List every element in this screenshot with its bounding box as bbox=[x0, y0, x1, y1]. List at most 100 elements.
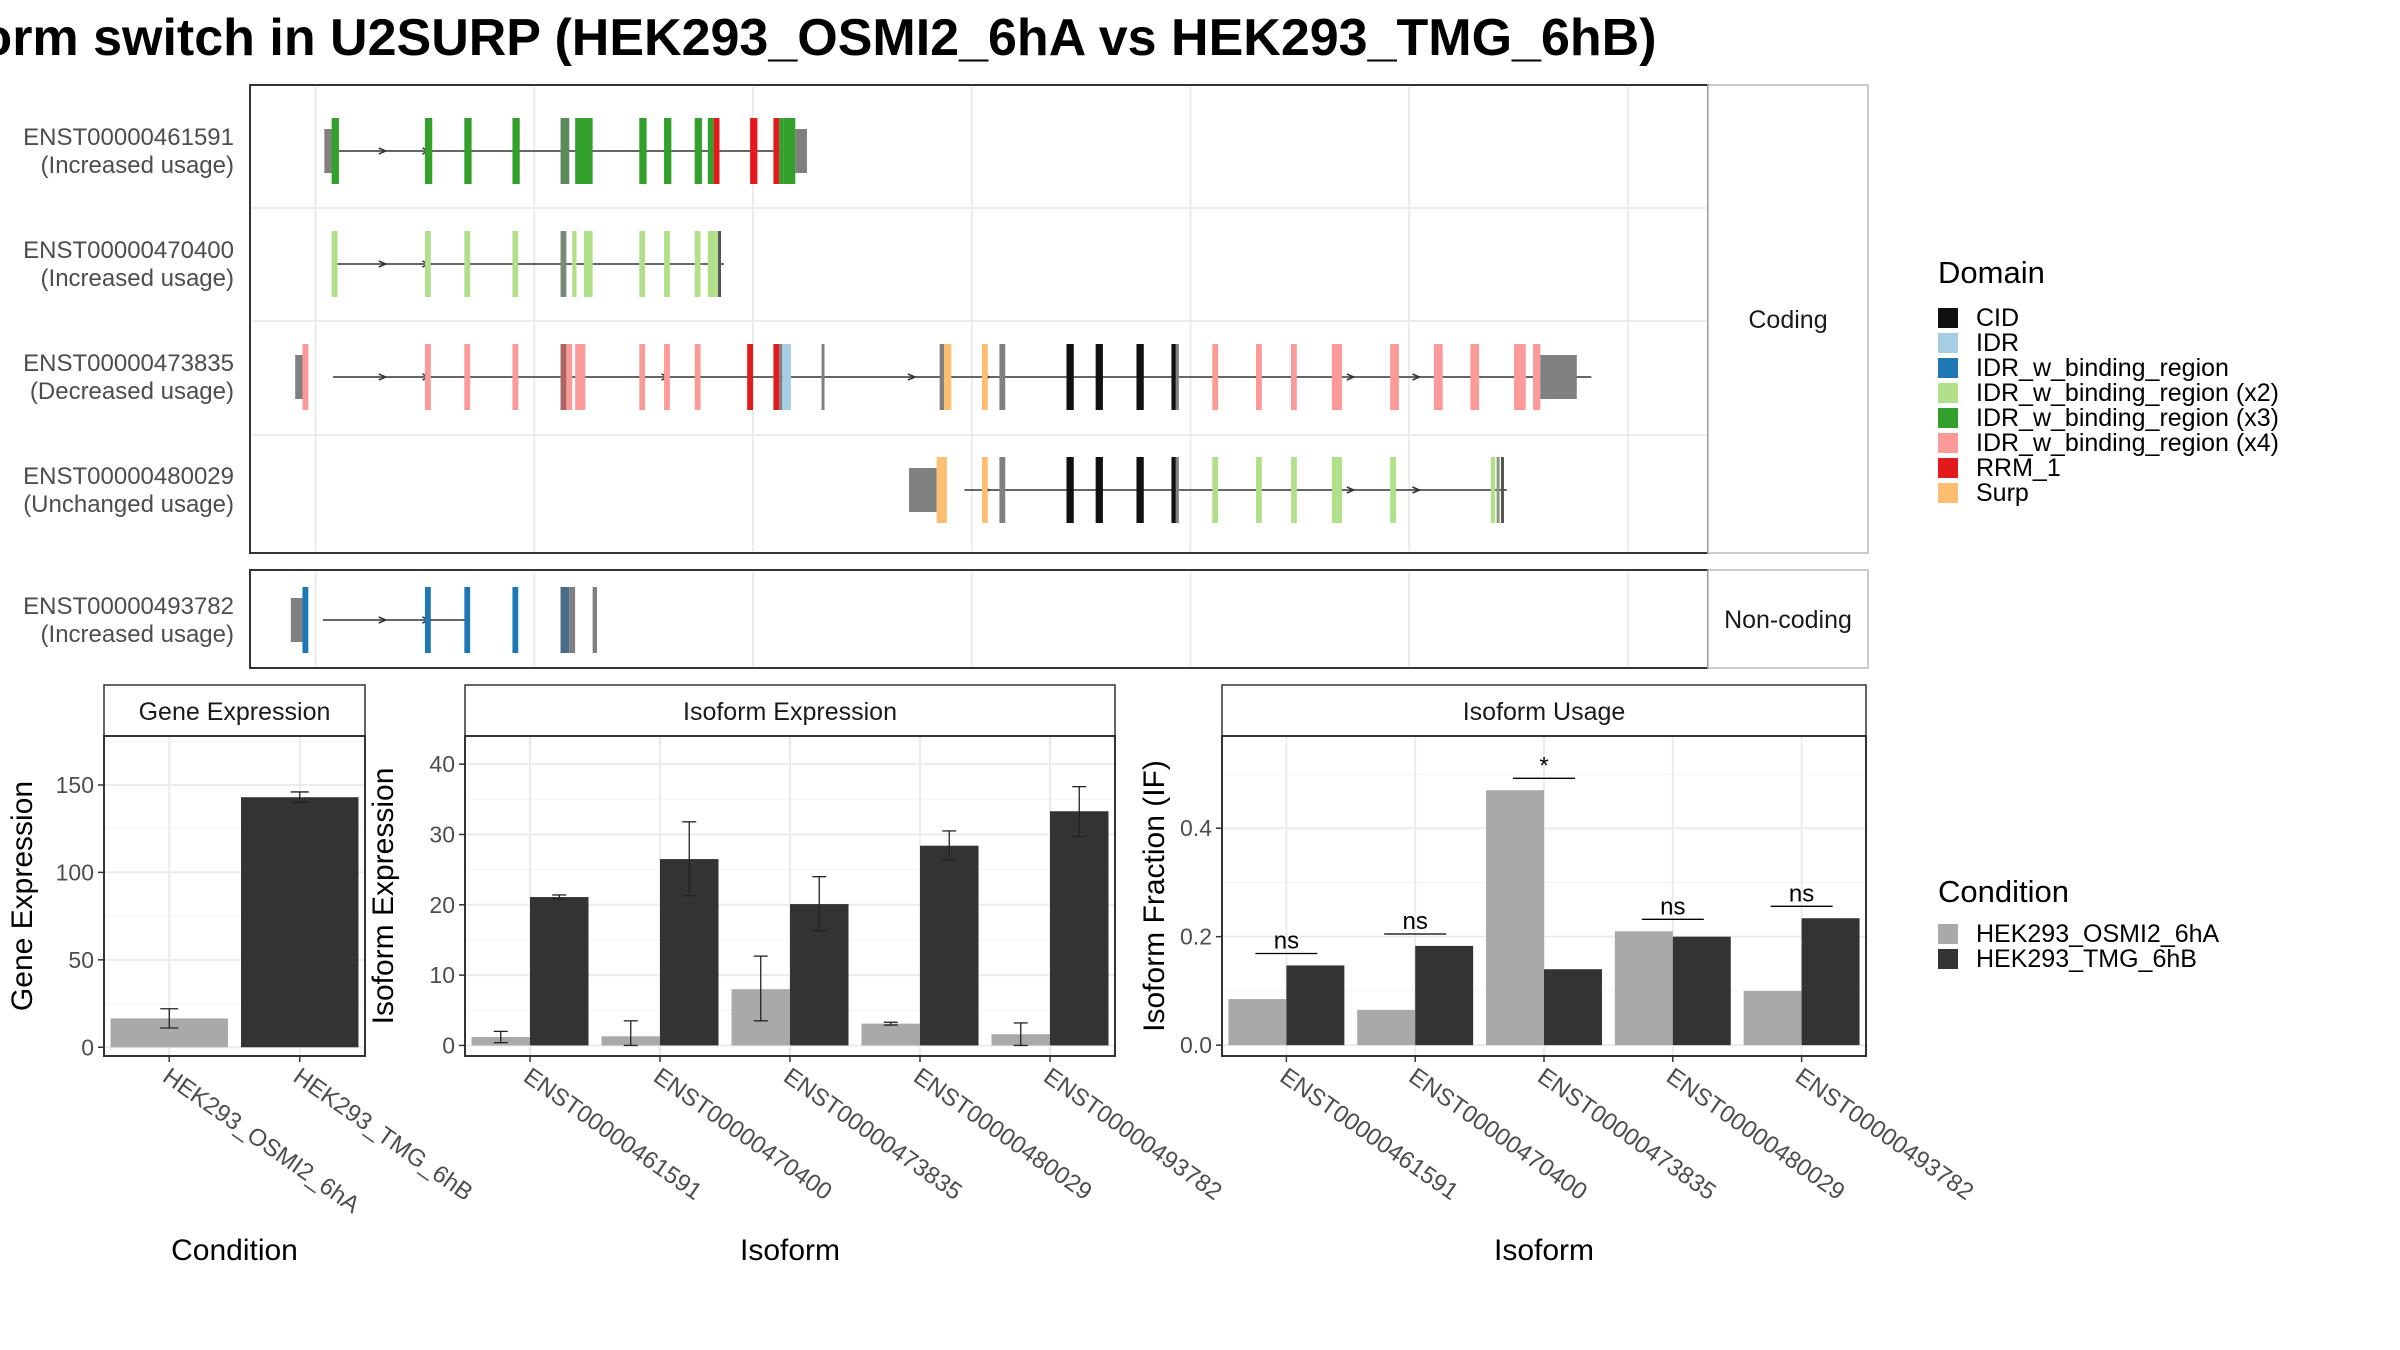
bar bbox=[1357, 1009, 1416, 1046]
exon-block bbox=[290, 598, 303, 642]
exon-block bbox=[512, 118, 520, 184]
strand-arrow bbox=[378, 147, 388, 155]
chart-2: Isoform Usage ns ns * ns ns 0.0 0.2 0.4 Isoform F… bbox=[1138, 684, 1978, 1267]
coding-strip-label: Coding bbox=[1748, 306, 1827, 334]
exon-block bbox=[1212, 457, 1219, 523]
exon-block bbox=[1433, 344, 1443, 410]
strand-arrow bbox=[378, 373, 388, 381]
exon-block bbox=[981, 344, 988, 410]
exon-block bbox=[939, 344, 945, 410]
legend-label: IDR_w_binding_region (x3) bbox=[1976, 404, 2279, 432]
strand-arrow bbox=[1412, 486, 1422, 494]
exon-block bbox=[941, 457, 947, 523]
exon-block bbox=[302, 344, 309, 410]
exon-block bbox=[295, 355, 306, 399]
strand-arrow bbox=[907, 373, 917, 381]
figure-title: Gene isoform switch in U2SURP (HEK293_OS… bbox=[0, 9, 1657, 67]
legend-label: IDR_w_binding_region (x4) bbox=[1976, 429, 2279, 457]
bar bbox=[920, 845, 979, 1046]
legend-title: Condition bbox=[1938, 874, 2069, 909]
strand-arrow bbox=[1412, 373, 1422, 381]
chart-title: Isoform Expression bbox=[683, 698, 897, 726]
bar bbox=[1544, 969, 1602, 1046]
exon-block bbox=[1331, 457, 1343, 523]
isoform-row-usage: (Increased usage) bbox=[41, 152, 234, 179]
isoform-structure-panel: CodingNon-codingENST00000461591(Increase… bbox=[23, 84, 1869, 669]
exon-block bbox=[566, 344, 573, 410]
exon-block bbox=[1291, 344, 1297, 410]
exon-block bbox=[572, 231, 577, 297]
exon-block bbox=[639, 231, 646, 297]
legend-label: Surp bbox=[1976, 479, 2029, 507]
exon-block bbox=[424, 118, 433, 184]
bar bbox=[1743, 990, 1802, 1046]
exon-block bbox=[1331, 344, 1343, 410]
strand-arrow bbox=[1346, 373, 1356, 381]
bar bbox=[1801, 918, 1860, 1046]
noncoding-strip-label: Non-coding bbox=[1724, 606, 1852, 634]
exon-block bbox=[512, 344, 519, 410]
chart-title: Isoform Usage bbox=[1463, 698, 1626, 726]
exon-block bbox=[909, 468, 937, 512]
isoform-row-usage: (Unchanged usage) bbox=[23, 491, 234, 518]
isoform-row-usage: (Decreased usage) bbox=[30, 378, 234, 405]
exon-block bbox=[718, 231, 722, 297]
exon-block bbox=[575, 344, 586, 410]
legend-swatch bbox=[1938, 924, 1958, 944]
exon-block bbox=[707, 118, 714, 184]
exon-block bbox=[575, 118, 593, 184]
exon-block bbox=[1256, 457, 1262, 523]
panel-border bbox=[103, 735, 366, 1057]
y-tick-label: 0.2 bbox=[1180, 924, 1212, 950]
significance-label: ns bbox=[1789, 880, 1814, 907]
exon-block bbox=[424, 231, 431, 297]
y-tick-label: 50 bbox=[68, 947, 94, 973]
exon-block bbox=[1291, 457, 1297, 523]
exon-block bbox=[779, 118, 784, 184]
legend-swatch bbox=[1938, 333, 1958, 353]
bar bbox=[1228, 999, 1287, 1046]
exon-block bbox=[424, 344, 431, 410]
significance-label: ns bbox=[1274, 927, 1299, 954]
noncoding-panel-border bbox=[249, 569, 1709, 669]
legend-swatch bbox=[1938, 408, 1958, 428]
y-tick-label: 0 bbox=[442, 1032, 455, 1058]
exon-block bbox=[302, 587, 309, 653]
y-tick-label: 100 bbox=[56, 859, 94, 885]
exon-block bbox=[560, 587, 570, 653]
bar bbox=[861, 1023, 920, 1046]
exon-block bbox=[464, 231, 471, 297]
exon-block bbox=[713, 118, 720, 184]
exon-block bbox=[664, 344, 670, 410]
exon-block bbox=[999, 344, 1006, 410]
legend-label: IDR bbox=[1976, 329, 2019, 357]
exon-block bbox=[694, 118, 702, 184]
y-tick-label: 30 bbox=[429, 821, 455, 847]
exon-block bbox=[583, 231, 593, 297]
exon-block bbox=[664, 118, 672, 184]
exon-block bbox=[331, 118, 339, 184]
exon-block bbox=[1136, 344, 1144, 410]
exon-block bbox=[664, 231, 670, 297]
isoform-row-usage: (Increased usage) bbox=[41, 265, 234, 292]
exon-block bbox=[773, 118, 780, 184]
chart-title-strip bbox=[1221, 684, 1867, 737]
exon-block bbox=[1390, 344, 1399, 410]
legend-label: HEK293_TMG_6hB bbox=[1976, 945, 2197, 973]
bar bbox=[1415, 945, 1474, 1046]
exon-block bbox=[707, 231, 719, 297]
legend-label: IDR_w_binding_region (x2) bbox=[1976, 379, 2279, 407]
exon-block bbox=[773, 344, 780, 410]
legend-swatch bbox=[1938, 308, 1958, 328]
exon-block bbox=[694, 231, 701, 297]
exon-block bbox=[639, 344, 646, 410]
exon-block bbox=[795, 129, 807, 173]
exon-block bbox=[512, 587, 519, 653]
legend-swatch bbox=[1938, 433, 1958, 453]
isoform-row-id: ENST00000461591 bbox=[23, 124, 234, 151]
exon-block bbox=[1514, 344, 1523, 410]
exon-block bbox=[424, 587, 431, 653]
exon-block bbox=[779, 344, 783, 410]
